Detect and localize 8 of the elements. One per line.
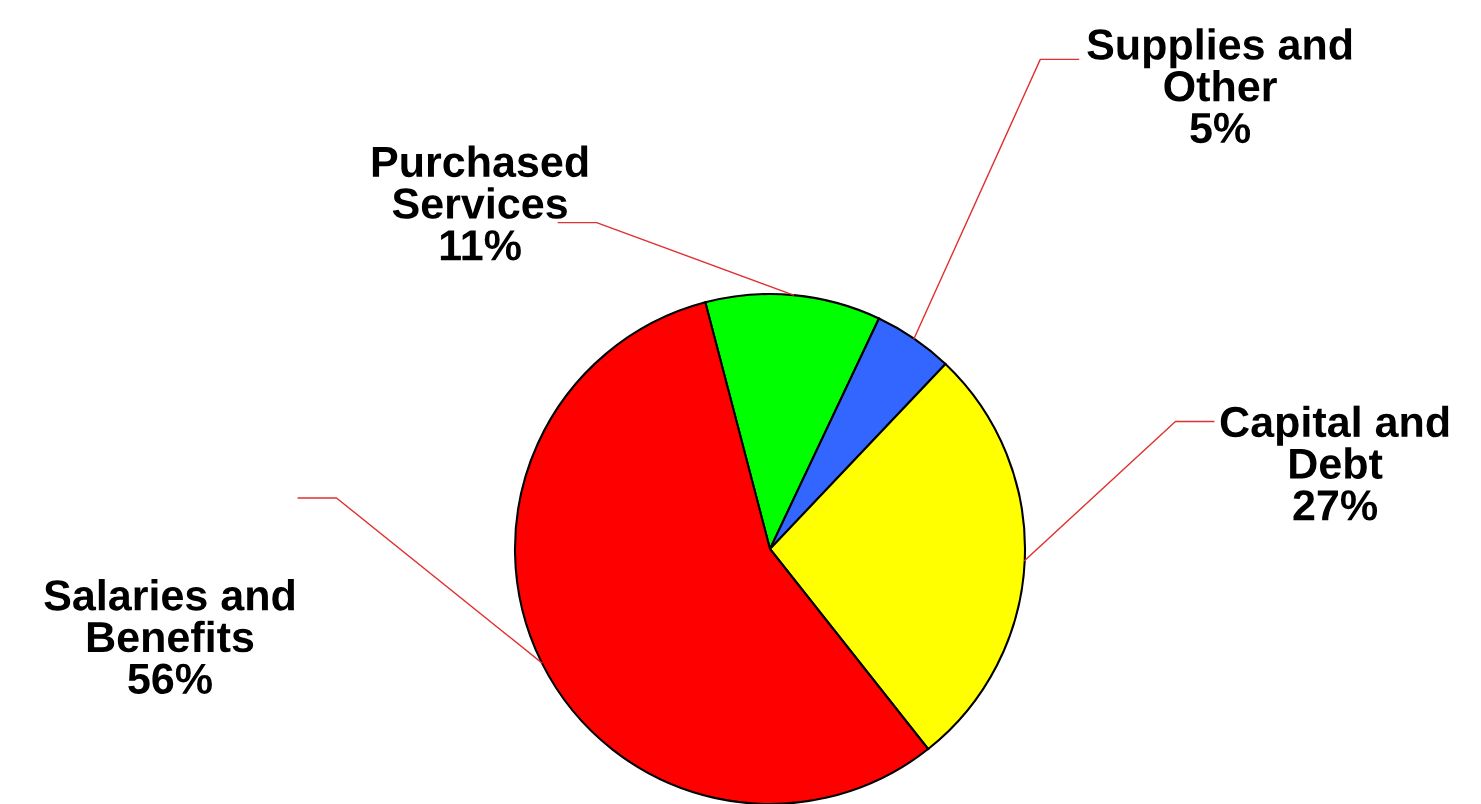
data-label: 11% [440, 230, 521, 261]
slice-label: Salaries and Benefits [44, 579, 294, 653]
data-label: 56% [128, 663, 212, 695]
slice-label: Capital and Debt [1220, 405, 1449, 479]
slice-label: Supplies and Other [1087, 28, 1352, 102]
data-label: 27% [1293, 490, 1378, 521]
data-label: 5% [1190, 112, 1251, 144]
slice-label: Purchased Services [372, 145, 588, 219]
